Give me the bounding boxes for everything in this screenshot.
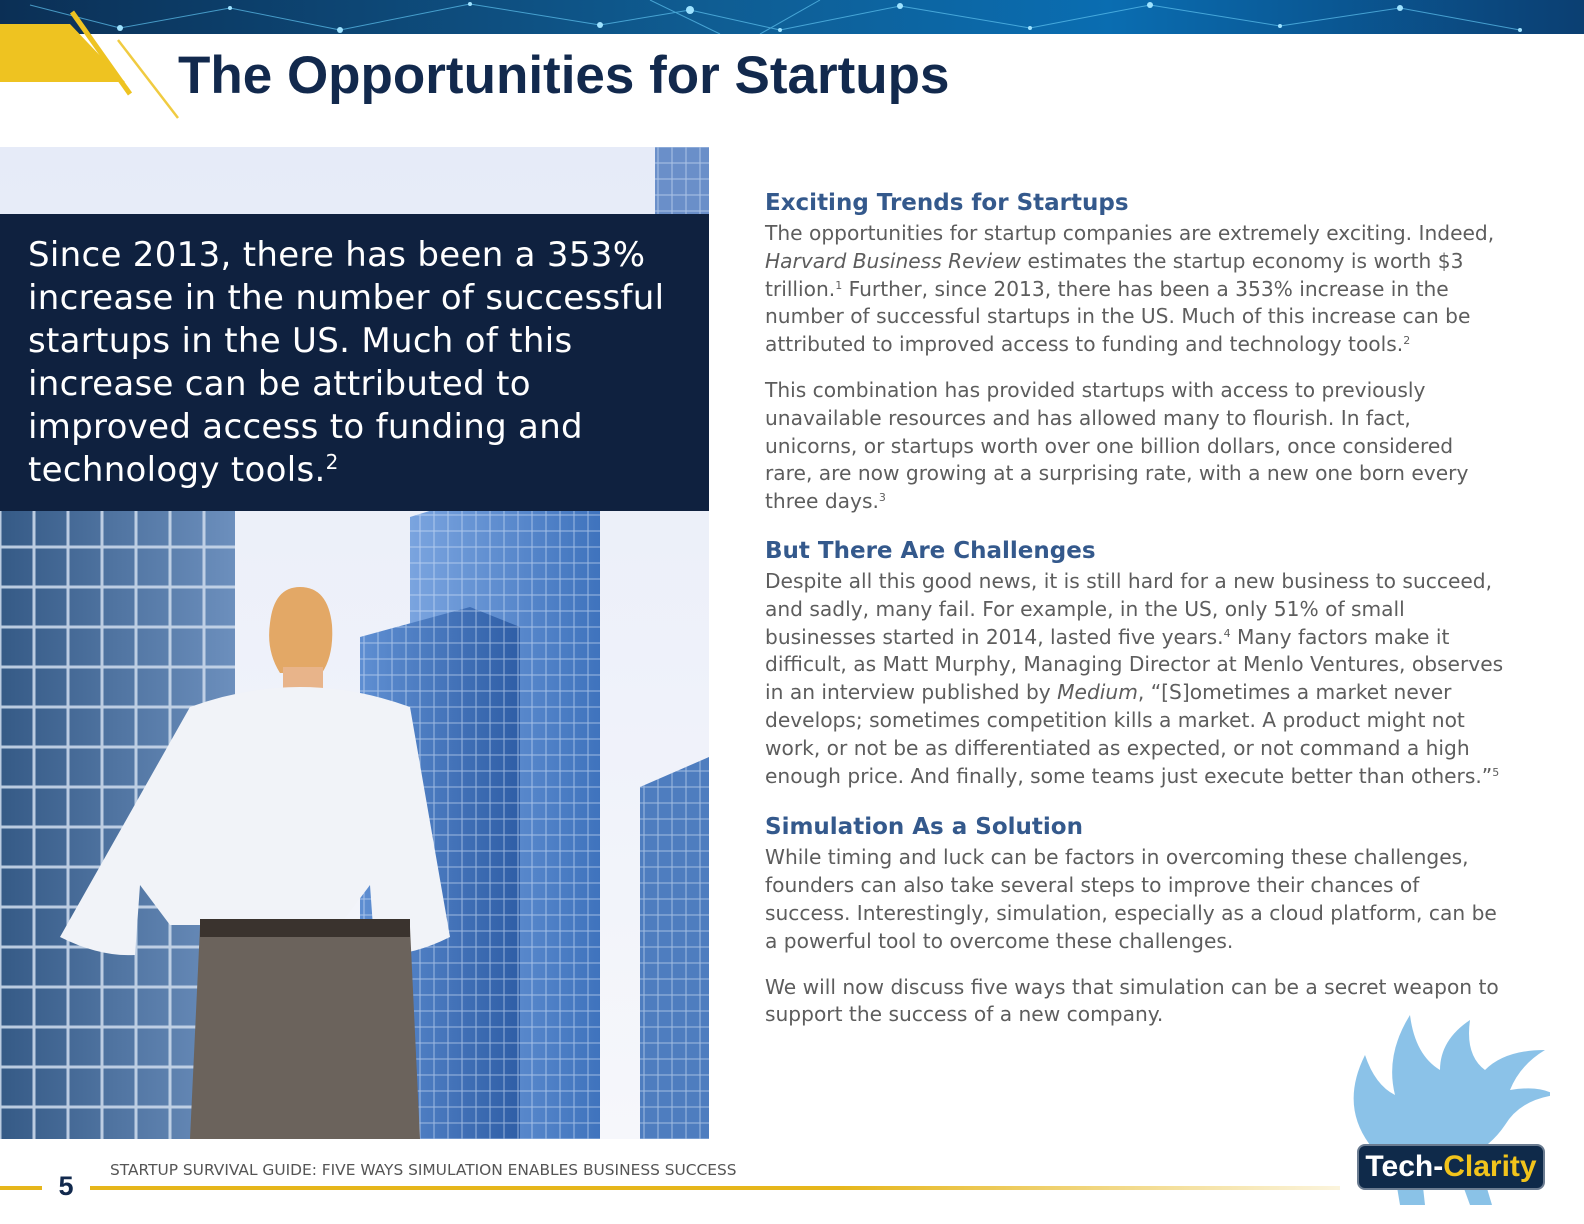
footnote-marker: 4 <box>1223 626 1231 640</box>
highlight-quote: Since 2013, there has been a 353% increa… <box>28 234 689 492</box>
footnote-marker: 1 <box>835 278 843 292</box>
footer-rule <box>90 1186 1340 1190</box>
paragraph-text: , “[S]ometimes a market never develops; … <box>765 680 1493 788</box>
paragraph-trends-2: This combination has provided startups w… <box>765 377 1505 516</box>
paragraph-text: Further, since 2013, there has been a 35… <box>765 276 1471 357</box>
footnote-marker: 2 <box>325 450 339 474</box>
paragraph-text: The opportunities for startup companies … <box>765 221 1495 245</box>
section-heading-challenges: But There Are Challenges <box>765 537 1096 564</box>
header-gold-accent <box>0 10 179 119</box>
page-title: The Opportunities for Startups <box>178 46 950 105</box>
section-heading-simulation: Simulation As a Solution <box>765 814 1083 841</box>
paragraph-text: estimates the startup economy is worth $… <box>765 248 1464 301</box>
tech-clarity-logo: Tech-Clarity <box>1357 1144 1545 1190</box>
footer-rule-left <box>0 1186 42 1190</box>
footer-document-title: STARTUP SURVIVAL GUIDE: FIVE WAYS SIMULA… <box>110 1161 737 1179</box>
paragraph-text: Despite all this good news, it is still … <box>765 568 1493 649</box>
footnote-marker: 5 <box>1492 765 1500 779</box>
top-network-banner <box>0 0 1584 34</box>
publication-name: Medium <box>1057 680 1138 705</box>
page-number: 5 <box>58 1171 74 1201</box>
paragraph-text: This combination has provided startups w… <box>765 377 1469 514</box>
paragraph-challenges: Despite all this good news, it is still … <box>765 568 1505 790</box>
section-heading-exciting-trends: Exciting Trends for Startups <box>765 190 1129 216</box>
paragraph-text: Many factors make it difficult, as Matt … <box>765 624 1504 705</box>
publication-name: Harvard Business Review <box>765 248 1022 273</box>
paragraph-simulation-1: While timing and luck can be factors in … <box>765 845 1497 953</box>
logo-text-tech: Tech- <box>1365 1150 1444 1183</box>
highlight-quote-box: Since 2013, there has been a 353% increa… <box>0 214 709 511</box>
article-body: Exciting Trends for Startups The opportu… <box>765 186 1505 1029</box>
logo-text-clarity: Clarity <box>1443 1150 1537 1183</box>
paragraph-trends-1: The opportunities for startup companies … <box>765 220 1505 359</box>
paragraph-simulation-2: We will now discuss five ways that simul… <box>765 974 1499 1027</box>
footnote-marker: 2 <box>1403 334 1411 348</box>
footnote-marker: 3 <box>878 491 886 505</box>
highlight-quote-text: Since 2013, there has been a 353% increa… <box>28 235 665 490</box>
